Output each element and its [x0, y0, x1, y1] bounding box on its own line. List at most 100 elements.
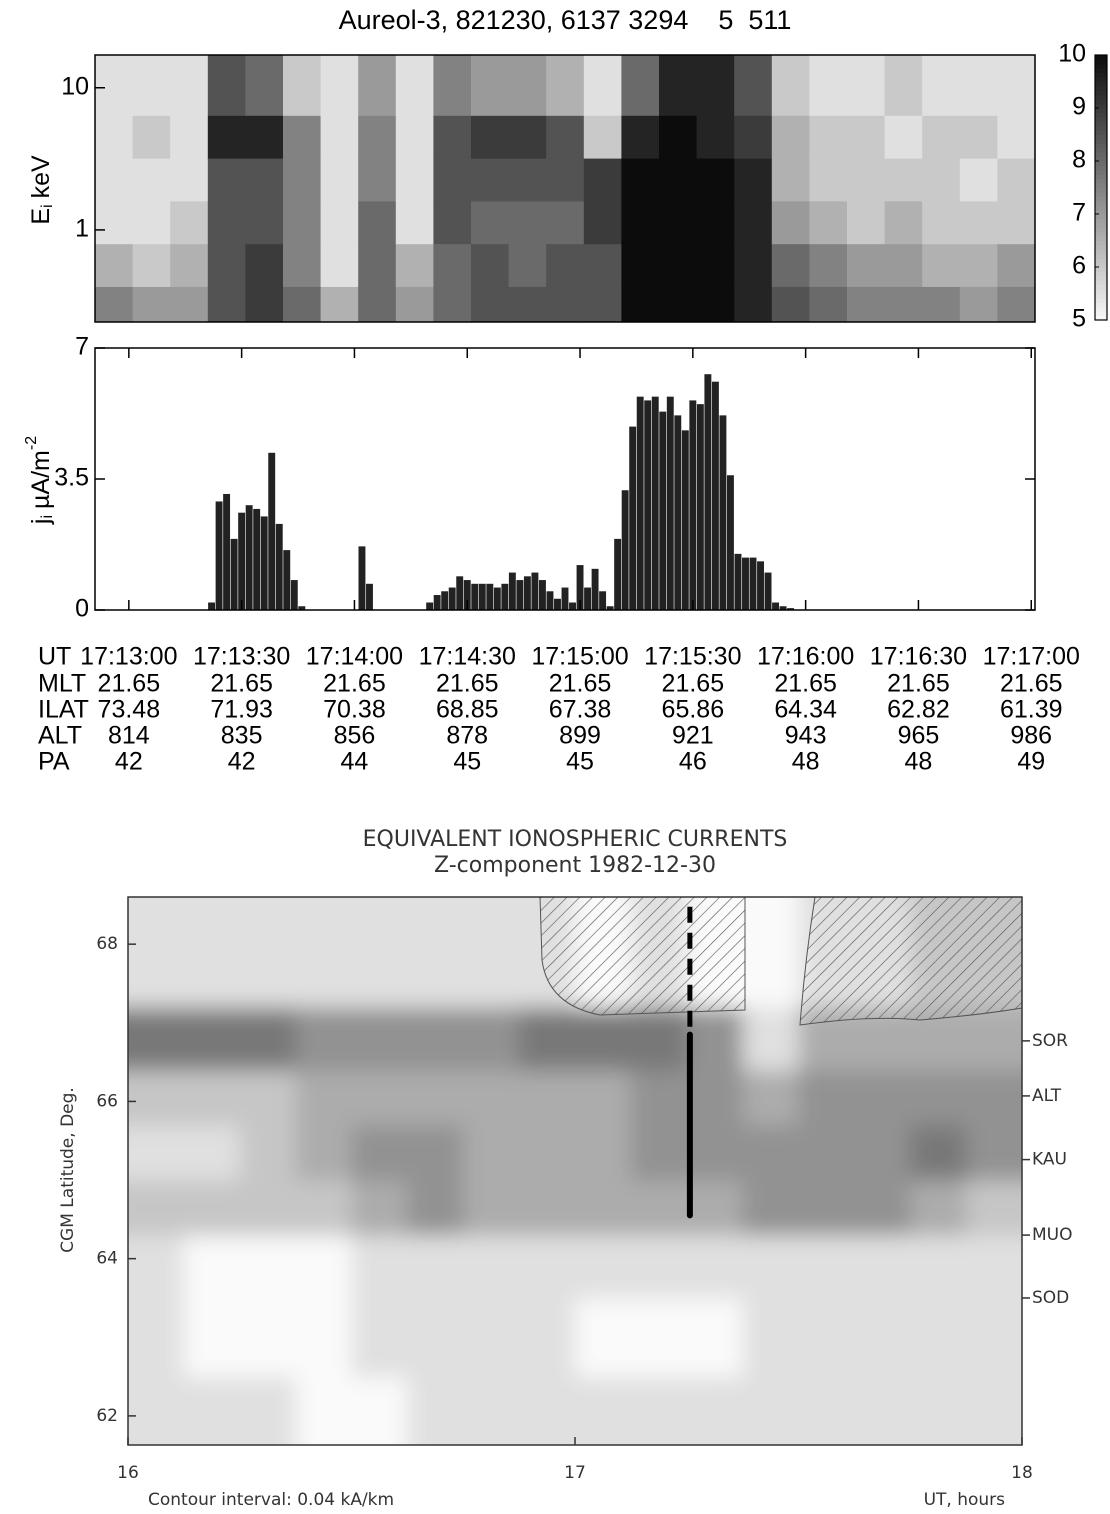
tick-table-value: 46 [679, 748, 707, 776]
contour-cell [295, 1125, 352, 1181]
heat-cell [132, 243, 171, 287]
current-panel: ji µA/m-2 0 3.5 7 UT 17:13:00 17:13:30 17:14:00… [23, 333, 1080, 776]
y-label-sub: i [39, 204, 56, 208]
heat-cell [132, 286, 171, 323]
colorbar-slice [1095, 205, 1107, 211]
contour-cell [351, 1180, 408, 1236]
x-tick-label: 16 [117, 1463, 139, 1483]
colorbar-slice [1095, 99, 1107, 105]
heat-cell [847, 286, 886, 323]
heat-cell [95, 243, 134, 287]
colorbar-slice [1095, 214, 1107, 219]
heat-cell [508, 200, 547, 245]
heat-cell [847, 55, 886, 116]
contour-cell [295, 1297, 352, 1378]
colorbar-slice [1095, 284, 1107, 290]
colorbar-slice [1095, 147, 1107, 153]
heat-cell [433, 55, 472, 116]
bar [486, 583, 494, 610]
contour-cell [239, 1125, 297, 1181]
contour-cell [463, 1125, 520, 1181]
colorbar-slice [1095, 249, 1107, 255]
heat-cell [884, 243, 923, 287]
x-axis-label: UT, hours [924, 1490, 1006, 1510]
heat-cell [170, 200, 209, 245]
y-label-sub: i [39, 515, 56, 519]
contour-cell [407, 1180, 464, 1236]
tick-table-value: 62.82 [887, 696, 950, 724]
contour-cell [407, 897, 464, 1008]
bar [696, 404, 704, 610]
tick-table-value: 921 [672, 722, 714, 750]
contour-cell [910, 1235, 967, 1299]
tick-table-value: 21.65 [323, 670, 386, 698]
contour-cell [630, 1069, 688, 1126]
bar [674, 415, 682, 610]
heat-cell [320, 158, 359, 202]
heat-cell [358, 55, 397, 116]
tick-table-value: 965 [898, 722, 940, 750]
y-label-unit: µA/m [27, 450, 55, 509]
colorbar-slice [1095, 218, 1107, 224]
heat-cell [245, 158, 284, 202]
heat-cell [583, 286, 622, 323]
heat-cell [997, 158, 1036, 202]
heat-cell [959, 243, 998, 287]
contour-cell [351, 1376, 408, 1445]
bar [538, 580, 546, 610]
contour-cell [183, 1007, 241, 1071]
heat-cell [734, 200, 773, 245]
contour-cell [407, 1007, 464, 1071]
heat-cell [997, 200, 1036, 245]
contour-cell [910, 1180, 967, 1236]
bar [245, 505, 253, 610]
heat-cell [583, 243, 622, 287]
tick-table-value: 878 [446, 722, 488, 750]
tick-table-value: 21.65 [436, 670, 499, 698]
bar [576, 565, 584, 610]
bar [644, 400, 652, 610]
heat-cell [95, 158, 134, 202]
colorbar-slice [1095, 258, 1107, 264]
tick-table-value: 17:16:00 [757, 643, 854, 671]
bar [636, 396, 644, 610]
contour-cell [295, 1007, 352, 1071]
bar [478, 583, 486, 610]
heat-cell [283, 243, 322, 287]
contour-cell [239, 1235, 297, 1299]
heat-cell [95, 286, 134, 323]
tick-table-value: 21.65 [1000, 670, 1063, 698]
heat-cell [471, 200, 510, 245]
heat-cell [884, 115, 923, 159]
bar [471, 583, 479, 610]
x-tick-label: 18 [1011, 1463, 1033, 1483]
heat-cell [922, 55, 961, 116]
bar [358, 546, 366, 610]
heat-cell [320, 243, 359, 287]
tick-table-value: 64.34 [774, 696, 837, 724]
heat-cell [696, 243, 735, 287]
heat-cell [320, 55, 359, 116]
heat-cell [997, 55, 1036, 116]
y-tick-label: 66 [96, 1091, 118, 1111]
y-axis-label: Ei keV [27, 155, 57, 225]
contour-cell [239, 897, 297, 1008]
contour-note: Contour interval: 0.04 kA/km [148, 1490, 394, 1510]
row-header: MLT [38, 670, 86, 698]
heat-cell [884, 55, 923, 116]
heat-cell [922, 158, 961, 202]
contour-cell [686, 1297, 744, 1378]
contour-cell [966, 1235, 1022, 1299]
contour-cell [686, 1007, 744, 1071]
tick-table-value: 42 [228, 748, 256, 776]
y-label-main: E [27, 208, 55, 225]
colorbar-slice [1095, 121, 1107, 127]
y-label-main: j [27, 519, 55, 526]
heat-cell [884, 158, 923, 202]
bar [208, 602, 216, 610]
tick-table-value: 17:13:30 [193, 643, 290, 671]
contour-cell [351, 1069, 408, 1126]
colorbar-slice [1095, 275, 1107, 281]
heat-cell [696, 286, 735, 323]
